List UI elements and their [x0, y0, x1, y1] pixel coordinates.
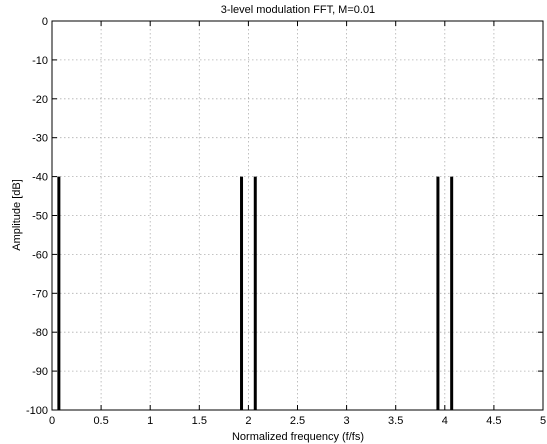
y-tick-label: -60: [32, 249, 48, 261]
y-tick-label: -90: [32, 366, 48, 378]
y-tick-label: -80: [32, 327, 48, 339]
x-tick-label: 2: [245, 415, 251, 427]
y-tick-label: -40: [32, 172, 48, 184]
y-tick-label: -50: [32, 211, 48, 223]
x-axis-label: Normalized frequency (f/fs): [232, 431, 364, 443]
x-tick-label: 3.5: [388, 415, 403, 427]
x-tick-label: 0: [49, 415, 55, 427]
y-tick-label: -100: [26, 405, 48, 417]
y-tick-label: 0: [42, 16, 48, 28]
y-tick-label: -70: [32, 288, 48, 300]
x-tick-label: 0.5: [93, 415, 108, 427]
x-tick-label: 4.5: [486, 415, 501, 427]
y-tick-label: -30: [32, 133, 48, 145]
y-tick-label: -20: [32, 94, 48, 106]
spike-layer: [57, 176, 454, 410]
tick-layer: 0 0.5 1 1.5 2 2.5 3 3.5 4 4.5 5 0 -10 -20 -30 -40 -50 -60…: [26, 16, 546, 427]
x-tick-label: 1: [147, 415, 153, 427]
x-tick-label: 2.5: [290, 415, 305, 427]
x-tick-label: 4: [442, 415, 448, 427]
grid-layer: [52, 21, 543, 410]
x-tick-label: 1.5: [192, 415, 207, 427]
x-tick-label: 3: [344, 415, 350, 427]
y-axis-label: Amplitude [dB]: [11, 179, 23, 251]
y-tick-label: -10: [32, 55, 48, 67]
x-tick-label: 5: [540, 415, 546, 427]
chart-title: 3-level modulation FFT, M=0.01: [221, 4, 375, 16]
